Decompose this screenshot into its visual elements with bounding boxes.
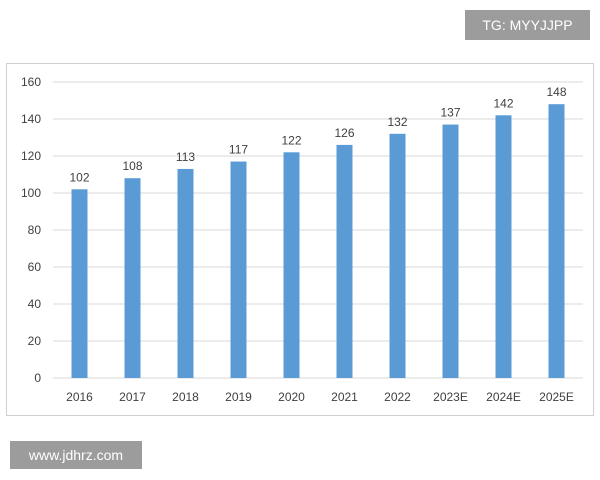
bar (336, 144, 353, 378)
bar (389, 133, 406, 378)
x-tick-label: 2020 (278, 390, 305, 404)
bar (548, 104, 565, 378)
y-tick-label: 160 (21, 75, 41, 89)
bar (495, 115, 512, 379)
y-tick-label: 120 (21, 149, 41, 163)
y-tick-label: 0 (34, 371, 41, 385)
data-label: 122 (281, 133, 301, 147)
data-label: 102 (69, 170, 89, 184)
bar (442, 124, 459, 378)
watermark-site: www.jdhrz.com (10, 441, 142, 469)
y-axis-ticks: 0 20 40 60 80 100 120 140 160 (21, 75, 41, 385)
watermark-tag: TG: MYYJJPP (465, 10, 590, 40)
x-tick-label: 2021 (331, 390, 358, 404)
grid-lines (53, 81, 583, 379)
x-tick-label: 2023E (433, 390, 468, 404)
bar (283, 152, 300, 378)
bar-chart: 0 20 40 60 80 100 120 140 160 102 108 113 117 122 126… (21, 75, 583, 404)
data-label: 108 (122, 159, 142, 173)
bar (230, 161, 247, 378)
data-label: 148 (546, 85, 566, 99)
y-tick-label: 40 (28, 297, 42, 311)
bar (71, 189, 88, 378)
data-label: 126 (334, 126, 354, 140)
data-label: 117 (229, 143, 248, 157)
x-tick-label: 2024E (486, 390, 521, 404)
data-label: 132 (387, 115, 407, 129)
y-tick-label: 140 (21, 112, 41, 126)
bar (124, 178, 141, 378)
data-labels: 102 108 113 117 122 126 132 137 142 148 (69, 85, 566, 184)
x-axis-ticks: 2016 2017 2018 2019 2020 2021 2022 2023E 2024E 20… (66, 390, 574, 404)
data-label: 137 (440, 106, 460, 120)
x-tick-label: 2017 (119, 390, 146, 404)
data-label: 142 (493, 96, 513, 110)
y-tick-label: 60 (28, 260, 42, 274)
x-tick-label: 2022 (384, 390, 411, 404)
bar (177, 168, 194, 378)
x-tick-label: 2018 (172, 390, 199, 404)
bars (71, 104, 565, 379)
y-tick-label: 100 (21, 186, 41, 200)
y-tick-label: 80 (28, 223, 42, 237)
x-tick-label: 2019 (225, 390, 252, 404)
x-tick-label: 2025E (539, 390, 574, 404)
y-tick-label: 20 (28, 334, 42, 348)
data-label: 113 (176, 150, 195, 164)
x-tick-label: 2016 (66, 390, 93, 404)
chart-frame: 0 20 40 60 80 100 120 140 160 102 108 113 117 122 126… (6, 63, 594, 416)
